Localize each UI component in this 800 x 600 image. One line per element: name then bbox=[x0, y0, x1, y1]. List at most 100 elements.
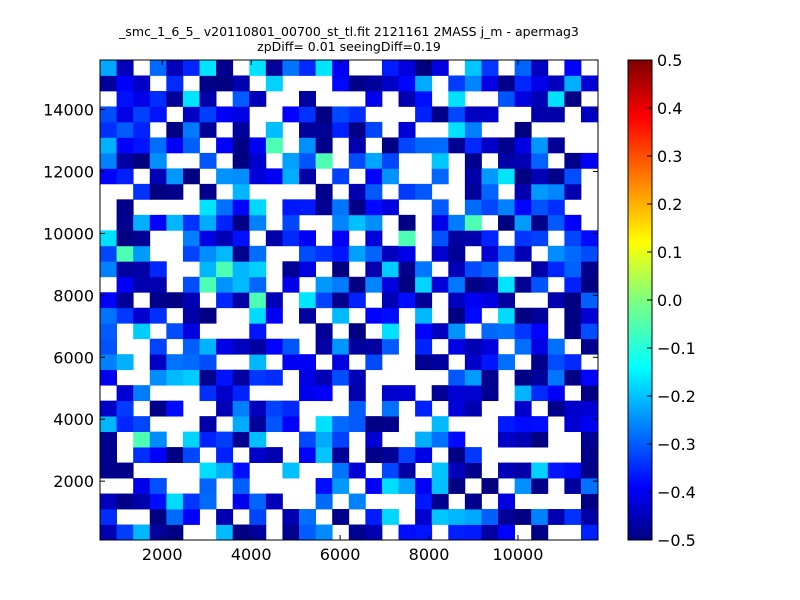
heatmap-cell bbox=[332, 307, 350, 324]
heatmap-cell bbox=[249, 137, 267, 154]
heatmap-cell bbox=[100, 400, 117, 417]
heatmap-cell bbox=[498, 137, 516, 154]
heatmap-cell bbox=[481, 354, 499, 371]
heatmap-cell bbox=[514, 307, 532, 324]
heatmap-cell bbox=[580, 524, 598, 541]
heatmap-cell bbox=[448, 230, 466, 247]
heatmap-cell bbox=[315, 369, 333, 386]
heatmap-cell bbox=[216, 292, 234, 309]
heatmap-cell bbox=[216, 75, 234, 92]
heatmap-cell bbox=[415, 431, 433, 448]
heatmap-cell bbox=[182, 354, 200, 371]
heatmap-cell bbox=[100, 152, 117, 169]
heatmap-cell bbox=[431, 323, 449, 340]
heatmap-cell bbox=[514, 137, 532, 154]
heatmap-cell bbox=[564, 292, 582, 309]
heatmap-cell bbox=[431, 416, 449, 433]
heatmap-cell bbox=[564, 90, 582, 107]
heatmap-cell bbox=[464, 369, 482, 386]
heatmap-cell bbox=[464, 75, 482, 92]
heatmap-cell bbox=[365, 183, 383, 200]
heatmap-cell bbox=[182, 230, 200, 247]
heatmap-cell bbox=[216, 447, 234, 463]
heatmap-cell bbox=[199, 276, 217, 293]
heatmap-cell bbox=[332, 431, 350, 448]
heatmap-cell bbox=[265, 168, 283, 185]
heatmap-cell bbox=[116, 230, 134, 247]
heatmap-cell bbox=[498, 276, 516, 293]
heatmap-cell bbox=[182, 137, 200, 154]
heatmap-cell bbox=[100, 75, 117, 92]
y-tick-label: 10000 bbox=[43, 224, 94, 243]
heatmap-cell bbox=[365, 307, 383, 324]
heatmap-cell bbox=[531, 338, 549, 355]
heatmap-cell bbox=[232, 292, 250, 309]
x-tick-label: 8000 bbox=[409, 545, 450, 564]
heatmap-cell bbox=[299, 199, 317, 216]
heatmap-cell bbox=[431, 276, 449, 293]
heatmap-cell bbox=[580, 462, 598, 479]
heatmap-cell bbox=[531, 509, 549, 525]
heatmap-cell bbox=[431, 106, 449, 123]
heatmap-cell bbox=[133, 385, 151, 402]
heatmap-cell bbox=[166, 183, 184, 200]
heatmap-cell bbox=[415, 493, 433, 510]
heatmap-cell bbox=[149, 524, 167, 541]
heatmap-cell bbox=[547, 385, 565, 402]
heatmap-cell bbox=[332, 230, 350, 247]
heatmap-cell bbox=[100, 106, 117, 123]
heatmap-cell bbox=[464, 168, 482, 185]
heatmap-cell bbox=[315, 338, 333, 355]
heatmap-cell bbox=[365, 90, 383, 107]
heatmap-cell bbox=[116, 261, 134, 278]
heatmap-cell bbox=[182, 276, 200, 293]
heatmap-cell bbox=[381, 307, 399, 324]
heatmap-cell bbox=[365, 168, 383, 185]
heatmap-cell bbox=[580, 323, 598, 340]
heatmap-cell bbox=[431, 245, 449, 262]
heatmap-cell bbox=[299, 121, 317, 138]
heatmap-cell bbox=[249, 245, 267, 262]
heatmap-cell bbox=[448, 400, 466, 417]
heatmap-cell bbox=[182, 431, 200, 448]
heatmap-cell bbox=[216, 168, 234, 185]
heatmap-cell bbox=[199, 261, 217, 278]
heatmap-cell bbox=[498, 416, 516, 433]
heatmap-cell bbox=[232, 121, 250, 138]
heatmap-cell bbox=[216, 400, 234, 417]
heatmap-cell bbox=[166, 509, 184, 525]
heatmap-cell bbox=[348, 493, 366, 510]
heatmap-cell bbox=[531, 478, 549, 494]
heatmap-cell bbox=[448, 121, 466, 138]
heatmap-cell bbox=[431, 137, 449, 154]
heatmap-cell bbox=[100, 261, 117, 278]
heatmap-cell bbox=[481, 168, 499, 185]
heatmap-cell bbox=[481, 75, 499, 92]
heatmap-cell bbox=[365, 276, 383, 293]
heatmap-cell bbox=[232, 462, 250, 479]
heatmap-cell bbox=[249, 354, 267, 371]
heatmap-cell bbox=[332, 75, 350, 92]
heatmap-cell bbox=[232, 385, 250, 402]
heatmap-cell bbox=[531, 385, 549, 402]
heatmap-cell bbox=[299, 292, 317, 309]
heatmap-cell bbox=[182, 292, 200, 309]
heatmap-cell bbox=[464, 276, 482, 293]
heatmap-cell bbox=[448, 106, 466, 123]
heatmap-cell bbox=[481, 292, 499, 309]
heatmap-cell bbox=[564, 416, 582, 433]
heatmap-cell bbox=[481, 137, 499, 154]
heatmap-cell bbox=[547, 261, 565, 278]
heatmap-cell bbox=[315, 292, 333, 309]
heatmap-cell bbox=[182, 509, 200, 525]
heatmap-cell bbox=[547, 338, 565, 355]
heatmap-cell bbox=[498, 168, 516, 185]
heatmap-cell bbox=[381, 245, 399, 262]
heatmap-cell bbox=[232, 524, 250, 541]
heatmap-cell bbox=[348, 338, 366, 355]
heatmap-cell bbox=[464, 214, 482, 231]
heatmap-cell bbox=[531, 137, 549, 154]
heatmap-cell bbox=[315, 431, 333, 448]
heatmap-cell bbox=[182, 214, 200, 231]
heatmap-cell bbox=[431, 152, 449, 169]
